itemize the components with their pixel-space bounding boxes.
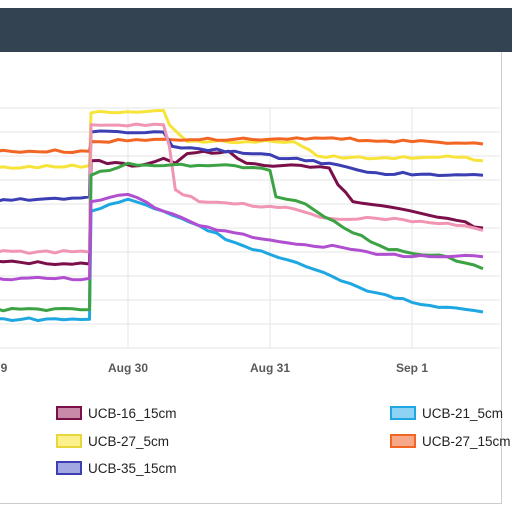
legend-label: UCB-35_15cm [88, 460, 177, 476]
series-line-unlabeled-6 [0, 161, 484, 313]
legend-item-ucb-27-15cm[interactable]: UCB-27_15cm [390, 432, 511, 450]
series-line-unlabeled-5 [0, 122, 484, 255]
legend-swatch [390, 406, 416, 420]
series-line-unlabeled-7 [0, 192, 484, 282]
legend-item-ucb-21-5cm[interactable]: UCB-21_5cm [390, 404, 503, 422]
legend-label: UCB-27_15cm [422, 433, 511, 449]
legend-item-ucb-27-5cm[interactable]: UCB-27_5cm [56, 432, 169, 450]
x-axis-ticks: 9 Aug 30 Aug 31 Sep 1 [1, 361, 429, 375]
legend-label: UCB-21_5cm [422, 405, 504, 421]
legend-swatch [56, 461, 82, 475]
series-lines [0, 108, 484, 323]
legend-label: UCB-27_5cm [88, 433, 170, 449]
x-tick-label: Aug 31 [250, 361, 290, 375]
series-line-ucb-21-5cm [0, 197, 484, 323]
x-tick-label: 9 [1, 361, 8, 375]
x-tick-label: Sep 1 [396, 361, 428, 375]
legend-item-ucb-35-15cm[interactable]: UCB-35_15cm [56, 459, 177, 477]
series-line-ucb-27-5cm [0, 108, 484, 170]
series-line-ucb-35-15cm [0, 129, 484, 203]
legend-swatch [56, 406, 82, 420]
legend-swatch [390, 434, 416, 448]
legend-item-ucb-16-15cm[interactable]: UCB-16_15cm [56, 404, 177, 422]
header-bar [0, 8, 512, 52]
grid-lines [0, 107, 500, 349]
legend-swatch [56, 434, 82, 448]
legend-label: UCB-16_15cm [88, 405, 177, 421]
series-line-ucb-27-15cm [0, 136, 484, 154]
x-tick-label: Aug 30 [108, 361, 148, 375]
